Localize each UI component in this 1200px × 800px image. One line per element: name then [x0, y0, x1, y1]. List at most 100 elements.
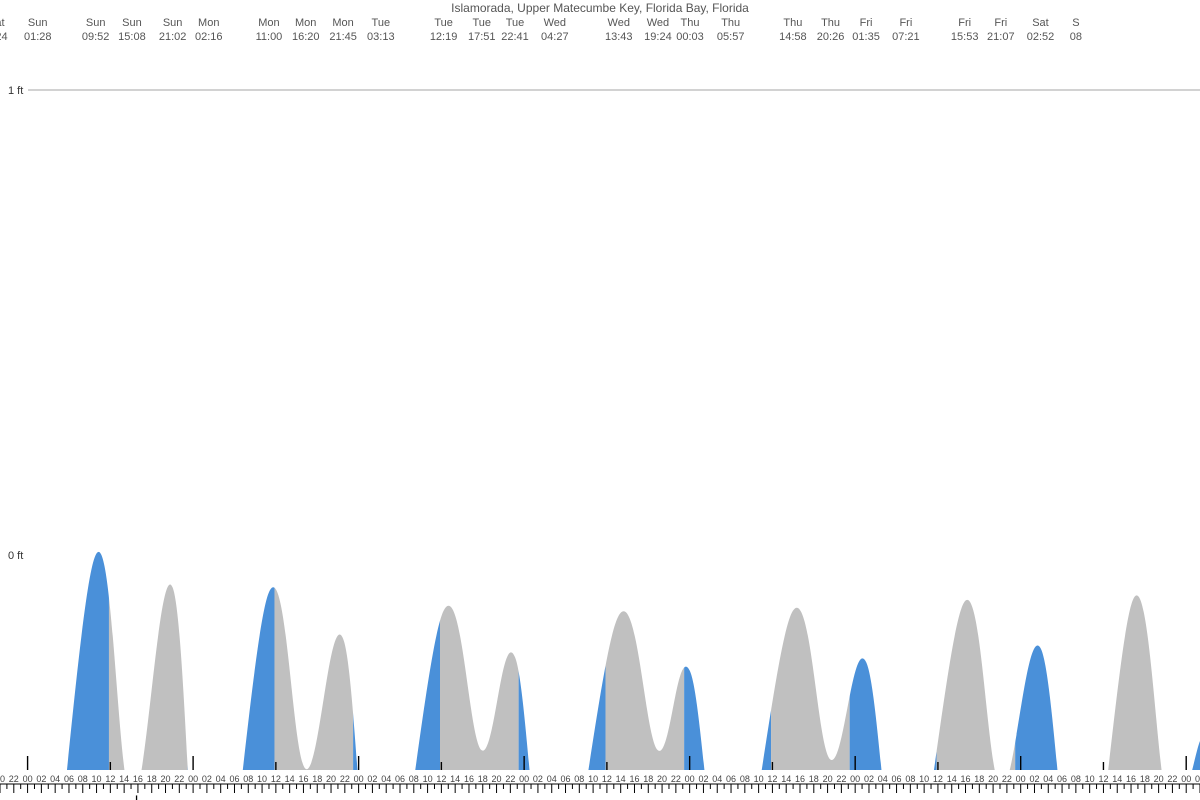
hour-label: 20	[492, 774, 502, 784]
hour-label: 16	[629, 774, 639, 784]
hour-label: 08	[243, 774, 253, 784]
hour-label: 00	[354, 774, 364, 784]
hour-label: 08	[905, 774, 915, 784]
hour-label: 14	[947, 774, 957, 784]
hour-label: 06	[229, 774, 239, 784]
top-label-time: 14:58	[779, 31, 807, 43]
hour-label: 02	[1029, 774, 1039, 784]
hour-label: 20	[161, 774, 171, 784]
top-label-time: 02:16	[195, 31, 223, 43]
hour-label: 04	[712, 774, 722, 784]
top-label-time: 01:35	[852, 31, 880, 43]
hour-label: 08	[78, 774, 88, 784]
top-label-day: Mon	[332, 17, 353, 29]
hour-label: 18	[809, 774, 819, 784]
hour-label: 18	[147, 774, 157, 784]
hour-label: 02	[36, 774, 46, 784]
top-label-time: 09:52	[82, 31, 110, 43]
top-label-day: Mon	[295, 17, 316, 29]
hour-label: 16	[1126, 774, 1136, 784]
band-night	[771, 0, 850, 770]
top-label-time: 12:19	[430, 31, 458, 43]
band-day	[1181, 0, 1200, 770]
hour-label: 00	[685, 774, 695, 784]
top-label-time: 01:28	[24, 31, 52, 43]
top-label-time: 05:57	[717, 31, 745, 43]
hour-label: 14	[285, 774, 295, 784]
hour-label: 12	[105, 774, 115, 784]
top-label-day: Sun	[86, 17, 106, 29]
band-night	[937, 0, 1016, 770]
hour-label: 22	[836, 774, 846, 784]
band-night	[109, 0, 188, 770]
top-label-time: 08	[1070, 31, 1082, 43]
hour-label: 14	[616, 774, 626, 784]
hour-label: 04	[381, 774, 391, 784]
top-label-time: 15:53	[951, 31, 979, 43]
top-label-day: Thu	[821, 17, 840, 29]
hour-label: 22	[1167, 774, 1177, 784]
band-day	[22, 0, 109, 770]
hour-label: 06	[1057, 774, 1067, 784]
tide-chart-svg: 1 ft0 ftIslamorada, Upper Matecumbe Key,…	[0, 0, 1200, 800]
top-label-time: 04:27	[541, 31, 569, 43]
y-axis-label: 0 ft	[8, 550, 23, 562]
hour-label: 20	[657, 774, 667, 784]
hour-label: 00	[850, 774, 860, 784]
hour-label: 06	[395, 774, 405, 784]
band-night	[0, 0, 22, 770]
chart-title: Islamorada, Upper Matecumbe Key, Florida…	[451, 1, 749, 15]
hour-label: 14	[450, 774, 460, 784]
top-label-day: Wed	[647, 17, 669, 29]
band-day	[519, 0, 606, 770]
hour-label: 22	[9, 774, 19, 784]
top-label-day: Thu	[681, 17, 700, 29]
top-label-time: 21:45	[329, 31, 357, 43]
hour-label: 04	[50, 774, 60, 784]
top-label-day: Tue	[472, 17, 491, 29]
top-label-day: at	[0, 17, 5, 29]
hour-label: 12	[1098, 774, 1108, 784]
top-label-day: Thu	[783, 17, 802, 29]
hour-label: 10	[1085, 774, 1095, 784]
hour-label: 12	[602, 774, 612, 784]
top-label-time: 21:07	[987, 31, 1015, 43]
tide-chart-container: { "title": "Islamorada, Upper Matecumbe …	[0, 0, 1200, 800]
hour-label: 12	[767, 774, 777, 784]
top-label-time: 00:03	[676, 31, 704, 43]
top-label-day: Mon	[258, 17, 279, 29]
top-label-day: Sun	[163, 17, 183, 29]
hour-label: 16	[464, 774, 474, 784]
top-label-day: S	[1072, 17, 1079, 29]
hour-label: 08	[409, 774, 419, 784]
hour-label: 10	[423, 774, 433, 784]
top-label-time: 16:20	[292, 31, 320, 43]
top-label-day: Fri	[994, 17, 1007, 29]
hour-label: 02	[202, 774, 212, 784]
hour-label: 22	[174, 774, 184, 784]
band-night	[606, 0, 685, 770]
hour-label: 08	[574, 774, 584, 784]
hour-label: 12	[436, 774, 446, 784]
hour-label: 20	[326, 774, 336, 784]
top-label-day: Thu	[721, 17, 740, 29]
band-day	[353, 0, 440, 770]
hour-label: 22	[671, 774, 681, 784]
hour-label: 16	[961, 774, 971, 784]
top-label-day: Fri	[860, 17, 873, 29]
band-night	[440, 0, 519, 770]
band-night	[274, 0, 353, 770]
hour-label: 04	[878, 774, 888, 784]
top-label-time: 21:02	[159, 31, 187, 43]
top-label-time: 20:26	[817, 31, 845, 43]
top-label-day: Mon	[198, 17, 219, 29]
hour-label: 06	[64, 774, 74, 784]
hour-label: 12	[271, 774, 281, 784]
hour-label: 02	[698, 774, 708, 784]
top-label-day: Wed	[544, 17, 566, 29]
hour-label: 02	[864, 774, 874, 784]
hour-label: 16	[298, 774, 308, 784]
hour-label: 06	[726, 774, 736, 784]
hour-label: 16	[133, 774, 143, 784]
hour-label: 12	[933, 774, 943, 784]
